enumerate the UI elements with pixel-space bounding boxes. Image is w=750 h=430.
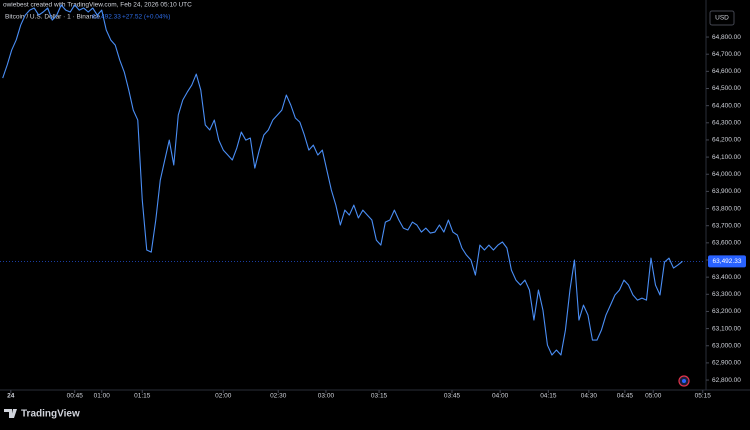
y-tick-label: 62,800.00 (712, 377, 741, 384)
y-tick-label: 64,300.00 (712, 120, 741, 127)
y-tick-label: 64,000.00 (712, 171, 741, 178)
alert-dot[interactable] (682, 379, 686, 383)
y-tick-label: 63,800.00 (712, 205, 741, 212)
y-tick-label: 64,700.00 (712, 51, 741, 58)
y-tick-label: 63,400.00 (712, 274, 741, 281)
x-tick-label: 04:00 (492, 393, 509, 400)
x-tick-label: 04:30 (581, 393, 598, 400)
x-tick-label: 05:00 (645, 393, 662, 400)
y-tick-label: 63,000.00 (712, 342, 741, 349)
x-tick-label: 01:15 (134, 393, 151, 400)
x-tick-label: 02:30 (270, 393, 287, 400)
y-tick-label: 63,700.00 (712, 222, 741, 229)
x-tick-label: 03:45 (444, 393, 461, 400)
currency-box[interactable] (709, 10, 735, 26)
x-tick-label: 02:00 (215, 393, 232, 400)
last-price-label: 63,492.33 (713, 258, 742, 265)
y-tick-label: 62,900.00 (712, 360, 741, 367)
x-tick-label: 03:00 (318, 393, 335, 400)
legend-symbol: Bitcoin / U.S. Dollar · 1 · Binance (5, 14, 100, 21)
y-tick-label: 64,200.00 (712, 137, 741, 144)
y-tick-label: 64,600.00 (712, 68, 741, 75)
x-tick-label: 01:00 (94, 393, 111, 400)
x-tick-label: 04:45 (617, 393, 634, 400)
alert-icon[interactable] (678, 375, 690, 387)
brand: TradingView (21, 409, 80, 420)
y-tick-label: 64,100.00 (712, 154, 741, 161)
y-tick-label: 64,800.00 (712, 34, 741, 41)
x-tick-label: 24 (7, 393, 15, 400)
currency[interactable]: USD (715, 15, 729, 22)
x-tick-label: 05:15 (695, 393, 712, 400)
price-line (2, 4, 683, 356)
last-price-box (708, 255, 746, 268)
y-tick-label: 63,600.00 (712, 240, 741, 247)
legend-change: +27.52 (+0.04%) (122, 14, 170, 21)
y-tick-label: 64,400.00 (712, 102, 741, 109)
attribution: owiebest created with TradingView.com, F… (3, 2, 192, 9)
x-tick-label: 04:15 (540, 393, 557, 400)
y-tick-label: 64,500.00 (712, 85, 741, 92)
x-tick-label: 03:15 (371, 393, 388, 400)
y-tick-label: 63,100.00 (712, 325, 741, 332)
tradingview-logo: TradingView (4, 409, 80, 420)
x-tick-label: 00:45 (67, 393, 84, 400)
y-tick-label: 63,200.00 (712, 308, 741, 315)
y-tick-label: 63,900.00 (712, 188, 741, 195)
legend-price: 63,492.33 (92, 14, 121, 21)
y-tick-label: 63,300.00 (712, 291, 741, 298)
logo-icon (4, 409, 17, 418)
